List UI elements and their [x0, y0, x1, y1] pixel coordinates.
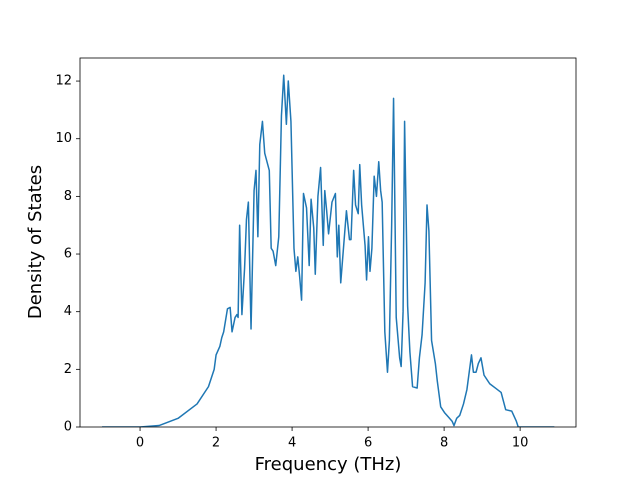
x-tick-label: 2	[212, 436, 220, 451]
y-tick-label: 8	[64, 189, 72, 204]
y-tick-label: 2	[64, 362, 72, 377]
y-tick-label: 4	[64, 304, 72, 319]
x-tick-label: 10	[512, 436, 529, 451]
y-tick-label: 6	[64, 247, 72, 262]
x-tick-label: 8	[440, 436, 448, 451]
line-series	[102, 74, 555, 427]
y-tick-label: 10	[55, 131, 72, 146]
y-axis-title: Density of States	[25, 165, 46, 319]
x-tick-label: 0	[136, 436, 144, 451]
x-axis-title: Frequency (THz)	[255, 454, 402, 475]
y-tick-label: 0	[64, 420, 72, 435]
x-tick-label: 6	[364, 436, 372, 451]
plot-frame	[79, 57, 577, 428]
x-tick-label: 4	[288, 436, 296, 451]
y-tick-label: 12	[55, 74, 72, 89]
